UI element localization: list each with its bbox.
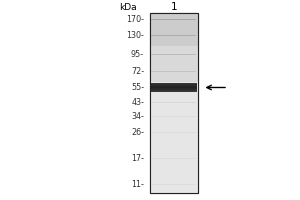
Bar: [151, 85, 197, 86]
Bar: [150, 112, 198, 115]
Bar: [151, 90, 197, 91]
Bar: [150, 130, 198, 133]
Bar: [150, 139, 198, 142]
Bar: [151, 158, 196, 159]
Bar: [150, 172, 198, 175]
Bar: [151, 71, 196, 72]
Text: 170-: 170-: [126, 15, 144, 24]
Bar: [150, 49, 198, 52]
Bar: [151, 87, 197, 88]
Bar: [150, 28, 198, 31]
Bar: [150, 88, 198, 91]
Bar: [150, 163, 198, 166]
Bar: [150, 133, 198, 136]
Bar: [150, 184, 198, 187]
Bar: [150, 142, 198, 145]
Bar: [150, 124, 198, 127]
Bar: [150, 70, 198, 73]
Bar: [150, 16, 198, 19]
Bar: [151, 89, 197, 90]
Text: 34-: 34-: [131, 112, 144, 121]
Bar: [150, 169, 198, 172]
Bar: [151, 35, 196, 36]
Bar: [150, 64, 198, 67]
Bar: [150, 22, 198, 25]
Bar: [151, 88, 197, 89]
Text: 26-: 26-: [131, 128, 144, 137]
Bar: [150, 100, 198, 103]
Bar: [151, 116, 196, 117]
Bar: [150, 58, 198, 61]
Bar: [150, 103, 198, 106]
Text: 55-: 55-: [131, 83, 144, 92]
Text: 130-: 130-: [126, 31, 144, 40]
Bar: [150, 13, 198, 16]
Bar: [150, 52, 198, 55]
Bar: [150, 157, 198, 160]
Bar: [150, 136, 198, 139]
Text: kDa: kDa: [119, 3, 136, 12]
Bar: [150, 154, 198, 157]
Text: 43-: 43-: [131, 98, 144, 107]
Bar: [150, 25, 198, 28]
Bar: [150, 40, 198, 43]
Bar: [150, 13, 198, 193]
Bar: [150, 115, 198, 118]
Text: 72-: 72-: [131, 67, 144, 76]
Bar: [150, 82, 198, 85]
Bar: [150, 94, 198, 97]
Bar: [150, 85, 198, 88]
Text: 17-: 17-: [131, 154, 144, 163]
Bar: [150, 127, 198, 130]
Bar: [151, 91, 197, 92]
Bar: [150, 151, 198, 154]
Bar: [150, 166, 198, 169]
Bar: [151, 184, 196, 185]
Bar: [150, 106, 198, 109]
Bar: [151, 86, 197, 87]
Bar: [150, 97, 198, 100]
Bar: [151, 102, 196, 103]
Bar: [150, 13, 198, 193]
Bar: [150, 31, 198, 34]
Bar: [151, 132, 196, 133]
Text: 95-: 95-: [131, 50, 144, 59]
Bar: [150, 76, 198, 79]
Bar: [150, 43, 198, 46]
Bar: [150, 160, 198, 163]
Text: 11-: 11-: [131, 180, 144, 189]
Bar: [150, 178, 198, 181]
Bar: [150, 175, 198, 178]
Bar: [151, 84, 197, 85]
Bar: [150, 145, 198, 148]
Bar: [150, 148, 198, 151]
Bar: [150, 73, 198, 76]
Bar: [150, 121, 198, 124]
Bar: [150, 55, 198, 58]
Bar: [151, 54, 196, 55]
Bar: [150, 37, 198, 40]
Bar: [150, 118, 198, 121]
Bar: [151, 19, 196, 20]
Bar: [150, 19, 198, 22]
Bar: [150, 61, 198, 64]
Bar: [150, 46, 198, 49]
Bar: [150, 34, 198, 37]
Bar: [150, 79, 198, 82]
Bar: [150, 187, 198, 190]
Bar: [150, 91, 198, 94]
Bar: [150, 190, 198, 193]
Bar: [150, 67, 198, 70]
Text: 1: 1: [171, 2, 177, 12]
Bar: [150, 181, 198, 184]
Bar: [151, 83, 197, 84]
Bar: [150, 109, 198, 112]
